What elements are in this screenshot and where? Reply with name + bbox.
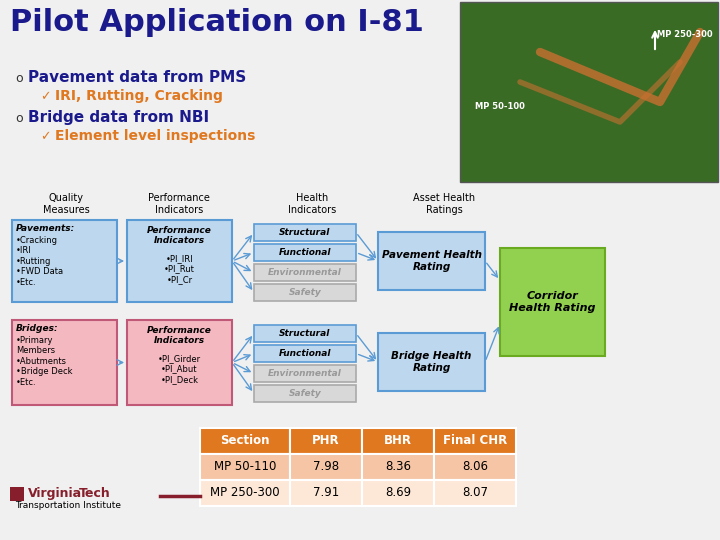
Text: Environmental: Environmental xyxy=(268,369,342,378)
FancyBboxPatch shape xyxy=(434,480,516,506)
FancyBboxPatch shape xyxy=(290,454,362,480)
Text: •Cracking
•IRI
•Rutting
•FWD Data
•Etc.: •Cracking •IRI •Rutting •FWD Data •Etc. xyxy=(16,236,63,287)
Text: 8.07: 8.07 xyxy=(462,487,488,500)
FancyBboxPatch shape xyxy=(254,365,356,382)
Text: Health
Indicators: Health Indicators xyxy=(288,193,336,214)
Text: o: o xyxy=(15,72,22,85)
FancyBboxPatch shape xyxy=(200,454,290,480)
FancyBboxPatch shape xyxy=(290,428,362,454)
FancyBboxPatch shape xyxy=(500,248,605,356)
FancyBboxPatch shape xyxy=(434,428,516,454)
Text: IRI, Rutting, Cracking: IRI, Rutting, Cracking xyxy=(55,89,223,103)
FancyBboxPatch shape xyxy=(254,345,356,362)
Text: Safety: Safety xyxy=(289,389,321,398)
Text: Virginia: Virginia xyxy=(28,487,82,500)
Text: Element level inspections: Element level inspections xyxy=(55,129,256,143)
FancyBboxPatch shape xyxy=(254,244,356,261)
Text: ✓: ✓ xyxy=(40,130,50,143)
FancyBboxPatch shape xyxy=(434,454,516,480)
FancyBboxPatch shape xyxy=(378,333,485,391)
FancyBboxPatch shape xyxy=(378,232,485,290)
Text: •Primary
Members
•Abutments
•Bridge Deck
•Etc.: •Primary Members •Abutments •Bridge Deck… xyxy=(16,336,73,387)
FancyBboxPatch shape xyxy=(254,224,356,241)
Text: Pavement Health
Rating: Pavement Health Rating xyxy=(382,250,482,272)
Text: 7.91: 7.91 xyxy=(313,487,339,500)
Text: Structural: Structural xyxy=(279,329,330,338)
Text: Functional: Functional xyxy=(279,349,331,358)
FancyBboxPatch shape xyxy=(12,220,117,302)
Text: Quality
Measures: Quality Measures xyxy=(42,193,89,214)
Text: Pilot Application on I-81: Pilot Application on I-81 xyxy=(10,8,424,37)
FancyBboxPatch shape xyxy=(12,320,117,405)
FancyBboxPatch shape xyxy=(200,480,290,506)
Text: MP 250-300: MP 250-300 xyxy=(657,30,713,39)
Text: 7.98: 7.98 xyxy=(313,461,339,474)
FancyBboxPatch shape xyxy=(362,480,434,506)
Text: Bridge Health
Rating: Bridge Health Rating xyxy=(391,351,472,373)
Text: PHR: PHR xyxy=(312,435,340,448)
Text: Pavement data from PMS: Pavement data from PMS xyxy=(28,70,246,85)
Text: Pavements:: Pavements: xyxy=(16,224,76,233)
Text: Performance
Indicators: Performance Indicators xyxy=(147,226,212,245)
Text: Tech: Tech xyxy=(79,487,111,500)
Text: Functional: Functional xyxy=(279,248,331,257)
Text: BHR: BHR xyxy=(384,435,412,448)
FancyBboxPatch shape xyxy=(254,264,356,281)
FancyBboxPatch shape xyxy=(362,454,434,480)
Text: Section: Section xyxy=(220,435,270,448)
FancyBboxPatch shape xyxy=(200,428,290,454)
Text: 8.69: 8.69 xyxy=(385,487,411,500)
Text: MP 250-300: MP 250-300 xyxy=(210,487,280,500)
Text: MP 50-110: MP 50-110 xyxy=(214,461,276,474)
FancyBboxPatch shape xyxy=(127,220,232,302)
Text: Bridges:: Bridges: xyxy=(16,324,58,333)
Text: ✓: ✓ xyxy=(40,90,50,103)
FancyBboxPatch shape xyxy=(460,2,718,182)
FancyBboxPatch shape xyxy=(290,480,362,506)
FancyBboxPatch shape xyxy=(254,284,356,301)
Text: Corridor
Health Rating: Corridor Health Rating xyxy=(509,291,595,313)
Text: Performance
Indicators: Performance Indicators xyxy=(147,326,212,346)
Text: •PI_Girder
•PI_Abut
•PI_Deck: •PI_Girder •PI_Abut •PI_Deck xyxy=(158,354,201,384)
Text: Environmental: Environmental xyxy=(268,268,342,277)
Text: Structural: Structural xyxy=(279,228,330,237)
Text: MP 50-100: MP 50-100 xyxy=(475,102,525,111)
Text: Asset Health
Ratings: Asset Health Ratings xyxy=(413,193,475,214)
Text: Bridge data from NBI: Bridge data from NBI xyxy=(28,110,209,125)
Text: Final CHR: Final CHR xyxy=(443,435,507,448)
Text: 8.36: 8.36 xyxy=(385,461,411,474)
Text: 8.06: 8.06 xyxy=(462,461,488,474)
Text: Performance
Indicators: Performance Indicators xyxy=(148,193,210,214)
FancyBboxPatch shape xyxy=(362,428,434,454)
Text: Transportation Institute: Transportation Institute xyxy=(15,501,121,510)
FancyBboxPatch shape xyxy=(10,487,24,501)
Text: Safety: Safety xyxy=(289,288,321,297)
FancyBboxPatch shape xyxy=(254,385,356,402)
Text: •PI_IRI
•PI_Rut
•PI_Cr: •PI_IRI •PI_Rut •PI_Cr xyxy=(164,254,195,284)
FancyBboxPatch shape xyxy=(254,325,356,342)
FancyBboxPatch shape xyxy=(127,320,232,405)
Text: o: o xyxy=(15,112,22,125)
